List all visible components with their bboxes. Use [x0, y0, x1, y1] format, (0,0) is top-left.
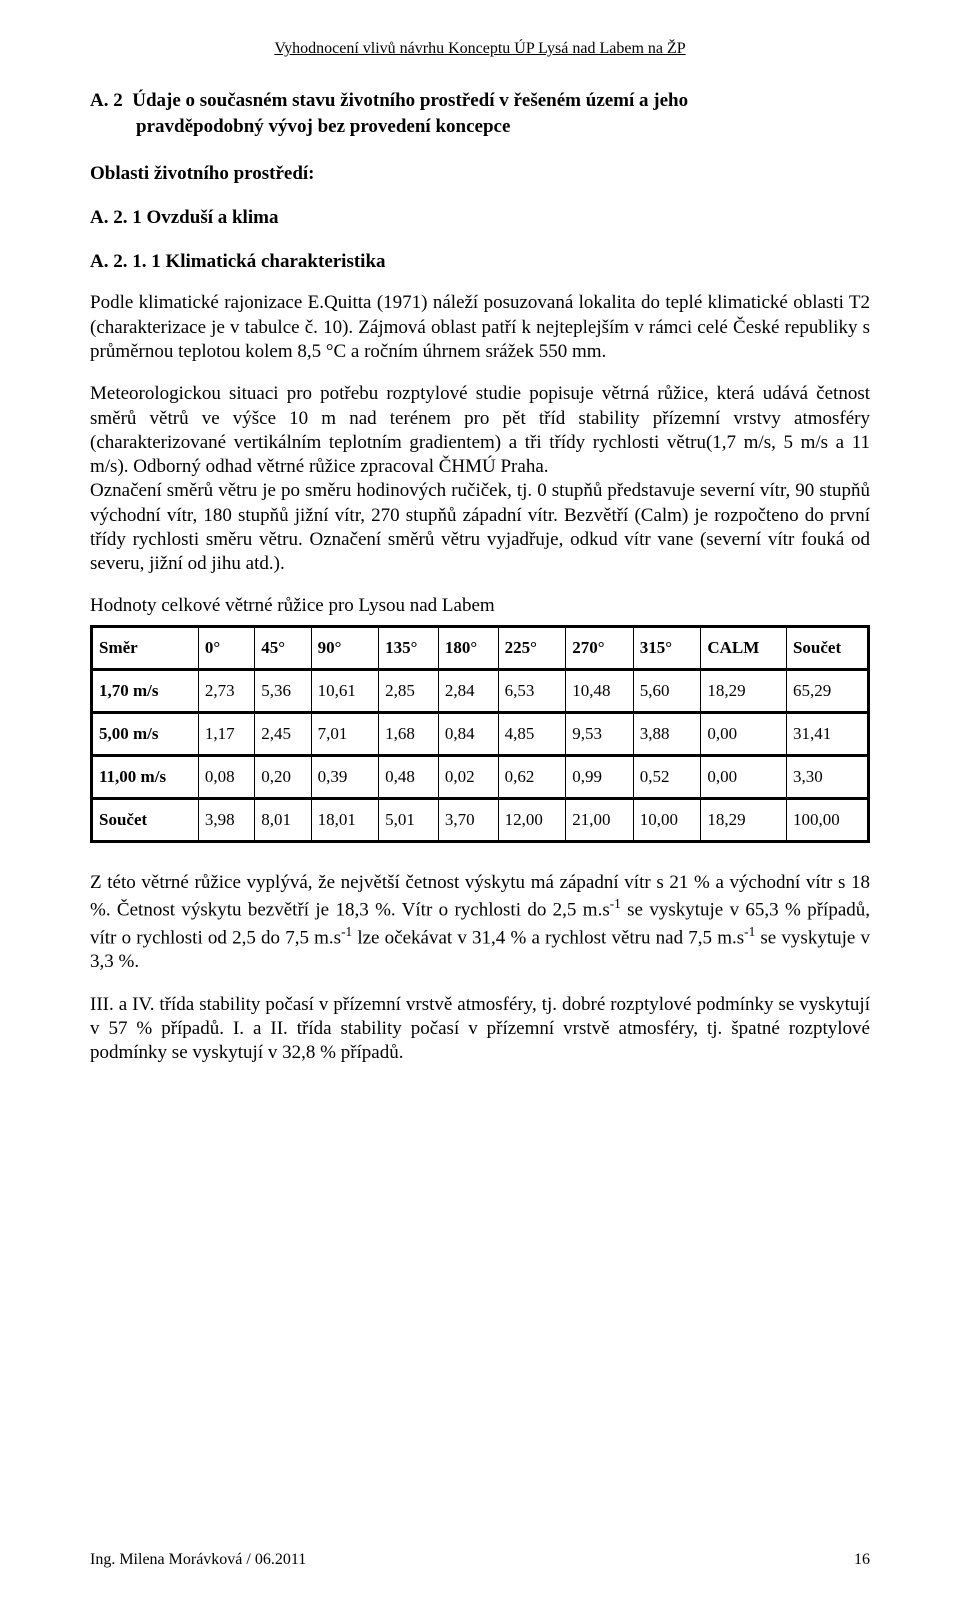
section-line2: pravděpodobný vývoj bez provedení koncep…: [90, 114, 870, 140]
cell: 3,70: [438, 798, 498, 841]
footer-left: Ing. Milena Morávková / 06.2011: [90, 1551, 306, 1569]
cell: 8,01: [255, 798, 311, 841]
cell: 0,52: [633, 755, 701, 798]
wind-rose-table: Směr 0° 45° 90° 135° 180° 225° 270° 315°…: [90, 625, 870, 843]
th: 180°: [438, 626, 498, 669]
th: 270°: [566, 626, 634, 669]
cell: 0,20: [255, 755, 311, 798]
section-num: A. 2: [90, 90, 123, 111]
a211-title: A. 2. 1. 1 Klimatická charakteristika: [90, 251, 870, 273]
table-row: Součet 3,98 8,01 18,01 5,01 3,70 12,00 2…: [92, 798, 869, 841]
cell: 65,29: [786, 669, 868, 712]
cell: 0,48: [379, 755, 439, 798]
cell: 31,41: [786, 712, 868, 755]
cell: 7,01: [311, 712, 379, 755]
cell: 0,84: [438, 712, 498, 755]
cell: 9,53: [566, 712, 634, 755]
table-header-row: Směr 0° 45° 90° 135° 180° 225° 270° 315°…: [92, 626, 869, 669]
cell: 5,60: [633, 669, 701, 712]
cell: 21,00: [566, 798, 634, 841]
cell: 0,39: [311, 755, 379, 798]
cell: 2,85: [379, 669, 439, 712]
paragraph-4: Z této větrné růžice vyplývá, že největš…: [90, 871, 870, 975]
cell: 1,17: [198, 712, 254, 755]
page-header: Vyhodnocení vlivů návrhu Konceptu ÚP Lys…: [90, 40, 870, 58]
table-row: 11,00 m/s 0,08 0,20 0,39 0,48 0,02 0,62 …: [92, 755, 869, 798]
cell: 100,00: [786, 798, 868, 841]
table-row: 1,70 m/s 2,73 5,36 10,61 2,85 2,84 6,53 …: [92, 669, 869, 712]
cell: 6,53: [498, 669, 566, 712]
paragraph-5: III. a IV. třída stability počasí v příz…: [90, 993, 870, 1066]
oblasti-label: Oblasti životního prostředí:: [90, 163, 870, 185]
cell: 0,08: [198, 755, 254, 798]
cell: 11,00 m/s: [92, 755, 199, 798]
paragraph-2: Meteorologickou situaci pro potřebu rozp…: [90, 382, 870, 479]
cell: 5,36: [255, 669, 311, 712]
a21-title: A. 2. 1 Ovzduší a klima: [90, 207, 870, 229]
cell: 1,68: [379, 712, 439, 755]
cell: 0,99: [566, 755, 634, 798]
th: 315°: [633, 626, 701, 669]
cell: Součet: [92, 798, 199, 841]
cell: 5,00 m/s: [92, 712, 199, 755]
sup-neg1: -1: [610, 896, 621, 911]
table-row: 5,00 m/s 1,17 2,45 7,01 1,68 0,84 4,85 9…: [92, 712, 869, 755]
p4-c: lze očekávat v 31,4 % a rychlost větru n…: [352, 927, 744, 948]
cell: 0,00: [701, 712, 787, 755]
cell: 1,70 m/s: [92, 669, 199, 712]
cell: 18,01: [311, 798, 379, 841]
paragraph-1: Podle klimatické rajonizace E.Quitta (19…: [90, 291, 870, 364]
cell: 10,48: [566, 669, 634, 712]
cell: 10,61: [311, 669, 379, 712]
section-line1: Údaje o současném stavu životního prostř…: [132, 90, 688, 111]
th: 135°: [379, 626, 439, 669]
cell: 0,62: [498, 755, 566, 798]
th: 90°: [311, 626, 379, 669]
cell: 18,29: [701, 798, 787, 841]
cell: 0,00: [701, 755, 787, 798]
sup-neg1: -1: [744, 924, 755, 939]
cell: 3,98: [198, 798, 254, 841]
th: Směr: [92, 626, 199, 669]
th: 0°: [198, 626, 254, 669]
cell: 2,45: [255, 712, 311, 755]
th: 45°: [255, 626, 311, 669]
th: CALM: [701, 626, 787, 669]
cell: 18,29: [701, 669, 787, 712]
sup-neg1: -1: [341, 924, 352, 939]
cell: 0,02: [438, 755, 498, 798]
cell: 4,85: [498, 712, 566, 755]
cell: 3,30: [786, 755, 868, 798]
cell: 12,00: [498, 798, 566, 841]
th: Součet: [786, 626, 868, 669]
cell: 2,84: [438, 669, 498, 712]
th: 225°: [498, 626, 566, 669]
cell: 10,00: [633, 798, 701, 841]
footer-page-number: 16: [854, 1551, 870, 1569]
cell: 3,88: [633, 712, 701, 755]
page-footer: Ing. Milena Morávková / 06.2011 16: [90, 1551, 870, 1569]
section-a2-title: A. 2 Údaje o současném stavu životního p…: [90, 88, 870, 139]
table-caption: Hodnoty celkové větrné růžice pro Lysou …: [90, 595, 870, 617]
cell: 5,01: [379, 798, 439, 841]
paragraph-3: Označení směrů větru je po směru hodinov…: [90, 479, 870, 576]
cell: 2,73: [198, 669, 254, 712]
